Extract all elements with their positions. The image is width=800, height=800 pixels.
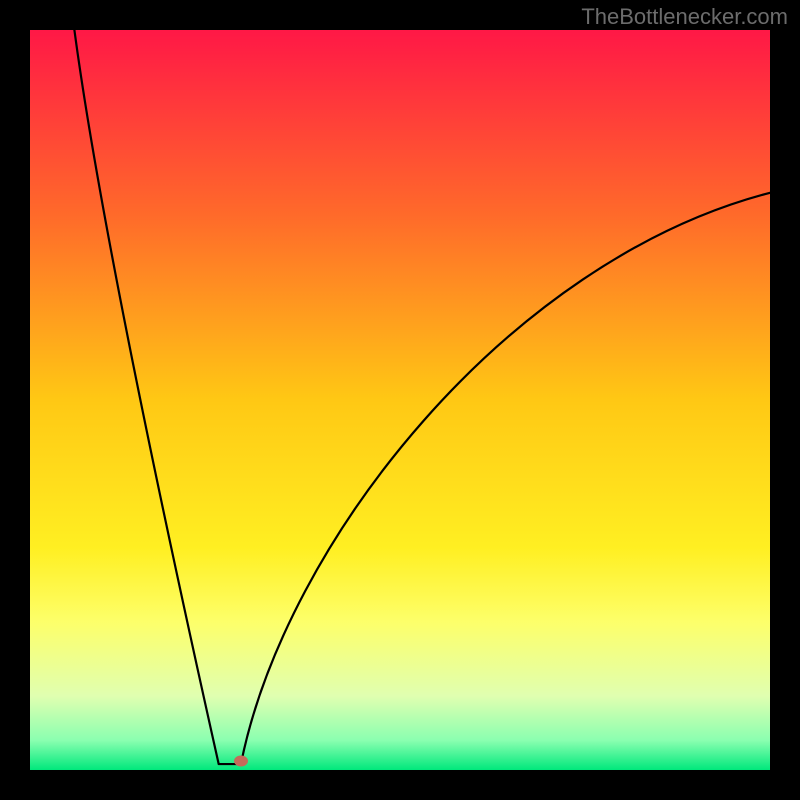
optimum-marker — [234, 756, 248, 767]
curve-path — [74, 30, 770, 764]
bottleneck-curve — [30, 30, 770, 770]
plot-area — [30, 30, 770, 770]
watermark-text: TheBottlenecker.com — [581, 4, 788, 30]
